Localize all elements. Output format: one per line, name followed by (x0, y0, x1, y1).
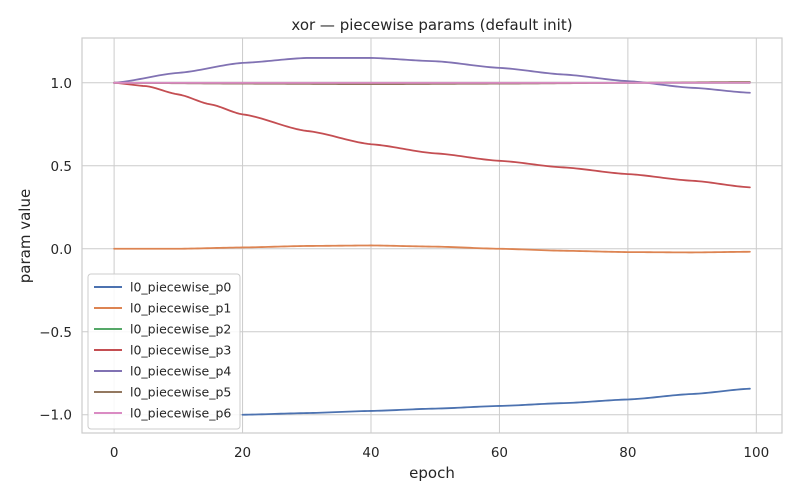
plot-frame (81, 37, 783, 434)
y-axis-label: param value (16, 189, 34, 283)
legend-label: l0_piecewise_p5 (130, 385, 231, 400)
chart-title: xor — piecewise params (default init) (291, 16, 572, 34)
x-tick-label: 20 (234, 445, 251, 461)
x-tick-label: 0 (110, 445, 119, 461)
legend-label: l0_piecewise_p6 (130, 406, 231, 421)
x-tick-label: 40 (362, 445, 379, 461)
legend-box (87, 273, 241, 430)
series-line-l0_piecewise_p4 (113, 57, 751, 94)
x-tick-label: 80 (619, 445, 636, 461)
y-tick-label: 0.5 (51, 159, 72, 175)
series-line-l0_piecewise_p1 (113, 244, 751, 254)
x-tick-label: 100 (743, 445, 769, 461)
legend-label: l0_piecewise_p4 (130, 364, 231, 379)
legend-label: l0_piecewise_p1 (130, 301, 231, 316)
legend-label: l0_piecewise_p2 (130, 322, 231, 337)
y-tick-label: 1.0 (51, 76, 72, 92)
legend-label: l0_piecewise_p0 (130, 280, 231, 295)
series-line-l0_piecewise_p3 (113, 81, 751, 189)
legend: l0_piecewise_p0 l0_piecewise_p1 l0_piecewi… (87, 273, 241, 430)
y-tick-labels: 1.0 0.5 0.0 −0.5 −1.0 (39, 76, 72, 424)
plot-lines (113, 57, 751, 416)
x-tick-labels: 0 20 40 60 80 100 (110, 445, 769, 461)
y-tick-label: −0.5 (39, 325, 72, 341)
x-tick-label: 60 (491, 445, 508, 461)
x-axis-label: epoch (409, 464, 455, 482)
y-tick-label: 0.0 (51, 242, 72, 258)
legend-label: l0_piecewise_p3 (130, 343, 231, 358)
y-tick-label: −1.0 (39, 408, 72, 424)
series-line-l0_piecewise_p0 (241, 387, 751, 416)
